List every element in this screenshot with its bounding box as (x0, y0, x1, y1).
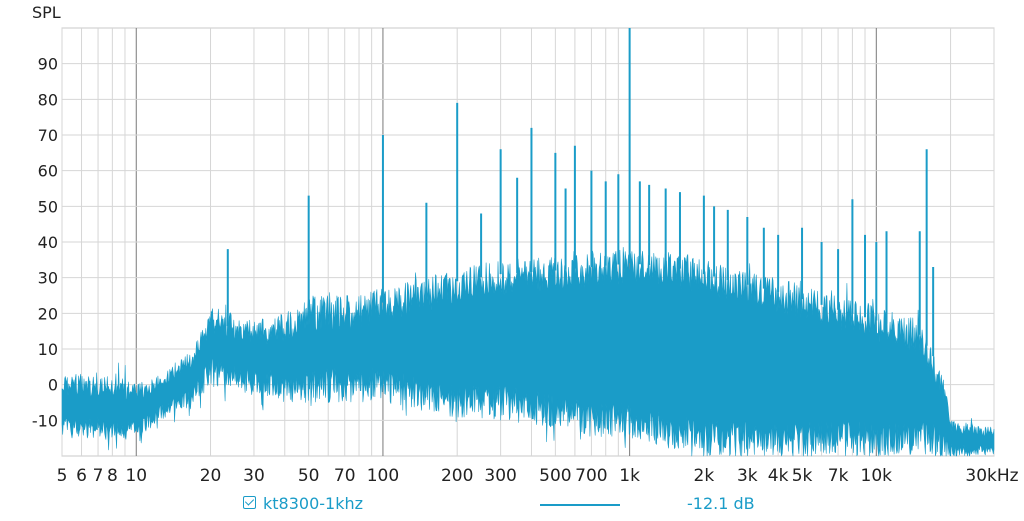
x-tick-label: 3k (737, 466, 758, 486)
x-tick-label: 300 (484, 466, 516, 486)
x-tick-label: 10 (125, 466, 147, 486)
y-tick-label: 30 (38, 269, 58, 288)
y-tick-label: 90 (38, 55, 58, 74)
x-tick-label: 200 (441, 466, 473, 486)
y-tick-label: 60 (38, 162, 58, 181)
series-layer (61, 28, 995, 457)
x-tick-label: 70 (334, 466, 356, 486)
legend: kt8300-1khz -12.1 dB (0, 492, 1024, 518)
y-axis-ticks: -10 0 10 20 30 40 50 60 70 80 90 (32, 55, 58, 431)
x-tick-label: 4k (768, 466, 789, 486)
x-tick-label: 700 (575, 466, 607, 486)
x-tick-label: 7 (93, 466, 104, 486)
x-tick-label: 100 (367, 466, 399, 486)
legend-series-name[interactable]: kt8300-1khz (263, 494, 364, 513)
x-tick-label: 7k (828, 466, 849, 486)
y-tick-label: 70 (38, 126, 58, 145)
y-tick-label: -10 (32, 411, 58, 430)
x-tick-label: 20 (200, 466, 222, 486)
legend-line-swatch (540, 504, 620, 506)
x-tick-label: 10k (861, 466, 893, 486)
y-tick-label: 10 (38, 340, 58, 359)
x-tick-label: 30kHz (965, 466, 1018, 486)
x-axis-ticks: 5 6 7 8 10 20 30 50 70 100 200 300 500 700 1k 2k 3k 4k 5k 7… (57, 466, 1019, 486)
y-tick-label: 80 (38, 90, 58, 109)
x-tick-label: 1k (619, 466, 640, 486)
y-tick-label: 0 (48, 376, 58, 395)
x-tick-label: 500 (539, 466, 571, 486)
x-tick-label: 8 (107, 466, 118, 486)
series-envelope-fill (61, 247, 995, 457)
legend-series-value: -12.1 dB (687, 494, 755, 513)
y-axis-title: SPL (32, 3, 61, 22)
x-tick-label: 30 (243, 466, 265, 486)
y-tick-label: 40 (38, 233, 58, 252)
x-tick-label: 6 (76, 466, 87, 486)
series-visibility-checkbox[interactable] (243, 496, 256, 509)
y-tick-label: 20 (38, 304, 58, 323)
series-peaks (226, 28, 935, 357)
y-tick-label: 50 (38, 197, 58, 216)
x-tick-label: 5 (57, 466, 68, 486)
x-tick-label: 50 (298, 466, 320, 486)
x-tick-label: 5k (792, 466, 813, 486)
x-tick-label: 2k (694, 466, 715, 486)
